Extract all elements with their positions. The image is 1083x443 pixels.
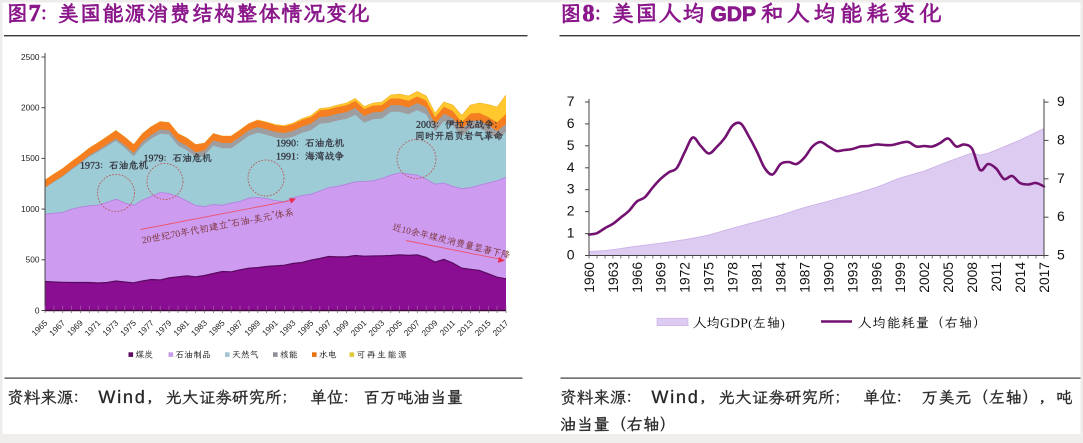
svg-text:1972: 1972 [678, 262, 693, 293]
svg-text:8: 8 [1057, 131, 1065, 147]
svg-text:2005: 2005 [941, 262, 956, 293]
svg-text:1: 1 [567, 225, 575, 241]
svg-text:2002: 2002 [917, 262, 932, 293]
svg-text:1000: 1000 [21, 204, 40, 214]
svg-text:1996: 1996 [869, 262, 884, 293]
svg-text:1978: 1978 [726, 262, 741, 293]
svg-text:1993: 1993 [845, 262, 860, 293]
svg-text:1963: 1963 [606, 262, 621, 293]
svg-text:6: 6 [567, 115, 575, 131]
svg-text:2000: 2000 [21, 103, 40, 113]
svg-text:1500: 1500 [21, 153, 40, 163]
svg-text:9: 9 [1057, 93, 1065, 109]
svg-text:2008: 2008 [965, 262, 980, 293]
svg-text:1975: 1975 [702, 262, 717, 293]
svg-text:4: 4 [567, 159, 575, 175]
svg-text:1984: 1984 [774, 262, 789, 293]
svg-text:5: 5 [1057, 247, 1065, 263]
svg-text:2011: 2011 [989, 262, 1004, 292]
svg-text:6: 6 [1057, 208, 1065, 224]
svg-text:0: 0 [567, 247, 575, 263]
svg-text:1999: 1999 [893, 262, 908, 293]
svg-text:7: 7 [1057, 170, 1065, 186]
svg-text:1990: 1990 [821, 262, 836, 293]
svg-text:1969: 1969 [654, 262, 669, 293]
svg-text:500: 500 [26, 255, 40, 265]
svg-text:5: 5 [567, 137, 575, 153]
svg-text:2: 2 [567, 203, 575, 219]
svg-text:1960: 1960 [582, 262, 597, 293]
svg-text:2017: 2017 [1037, 262, 1052, 293]
svg-text:2014: 2014 [1013, 262, 1028, 293]
svg-text:2500: 2500 [21, 52, 40, 62]
svg-text:7: 7 [567, 93, 575, 109]
svg-text:1966: 1966 [630, 262, 645, 293]
svg-text:3: 3 [567, 181, 575, 197]
svg-text:0: 0 [35, 305, 40, 315]
svg-text:1981: 1981 [750, 262, 765, 293]
svg-text:1987: 1987 [797, 262, 812, 293]
